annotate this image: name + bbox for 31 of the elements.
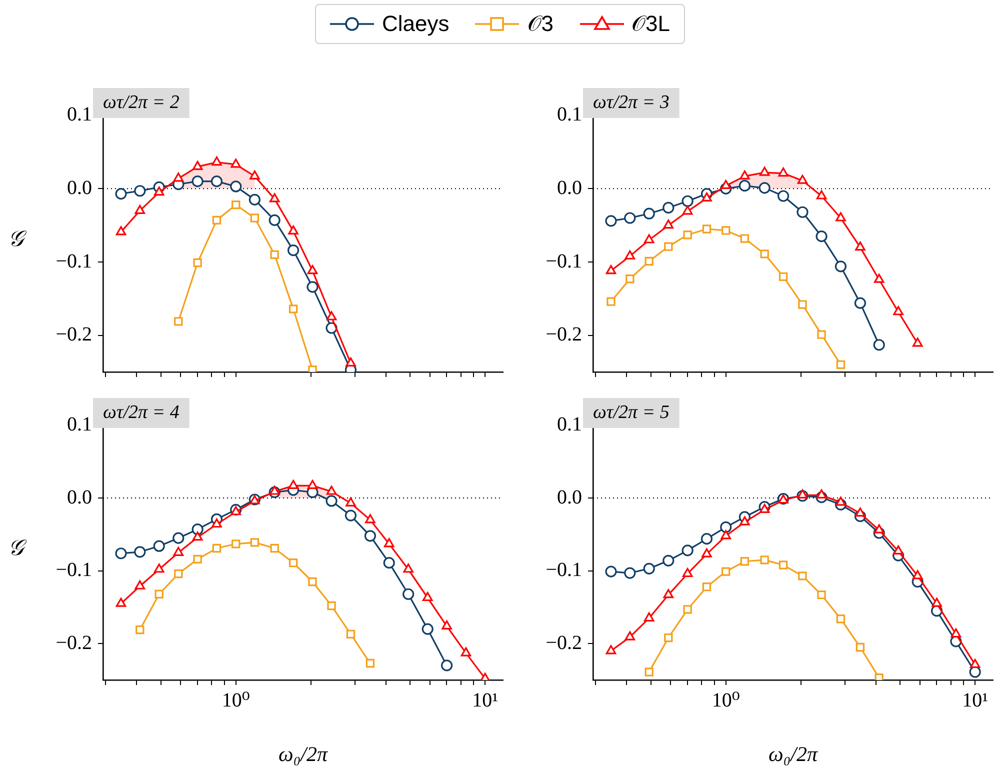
y-tick-label: 0.0 — [557, 176, 582, 199]
y-tick-label: −0.2 — [546, 632, 582, 654]
y-tick-label: 0.0 — [67, 176, 92, 199]
y-tick-label: 0.1 — [557, 104, 582, 126]
y-tick-label: 0.1 — [557, 414, 582, 436]
x-axis-title: ω₀/2π — [768, 742, 818, 766]
legend-label: Claeys — [382, 11, 450, 37]
y-tick-label: −0.2 — [56, 632, 92, 654]
x-tick-label: 10⁰ — [222, 689, 250, 712]
y-tick-label: 0.0 — [67, 486, 92, 508]
y-tick-label: −0.1 — [546, 250, 582, 272]
chart-title: ωτ/2π = 3 — [593, 92, 670, 113]
x-tick-label: 10¹ — [962, 689, 988, 712]
y-tick-label: −0.1 — [56, 559, 92, 582]
x-tick-label: 10⁰ — [712, 689, 740, 712]
legend-label: 𝒪3 — [527, 11, 554, 37]
chart-title: ωτ/2π = 2 — [103, 92, 180, 113]
y-axis-title: 𝒢 — [8, 534, 27, 560]
x-tick-label: 10¹ — [472, 689, 498, 712]
y-axis-title: 𝒢 — [8, 226, 27, 251]
y-tick-label: −0.2 — [56, 324, 92, 346]
chart-title: ωτ/2π = 5 — [593, 402, 670, 423]
chart-title: ωτ/2π = 4 — [103, 402, 180, 423]
y-tick-label: 0.1 — [67, 104, 92, 126]
x-axis-title: ω₀/2π — [278, 742, 328, 766]
y-tick-label: −0.1 — [56, 250, 92, 272]
legend-label: 𝒪3L — [632, 11, 670, 37]
y-tick-label: 0.0 — [557, 486, 582, 508]
y-tick-label: 0.1 — [67, 414, 92, 436]
y-tick-label: −0.2 — [546, 324, 582, 346]
y-tick-label: −0.1 — [546, 559, 582, 582]
